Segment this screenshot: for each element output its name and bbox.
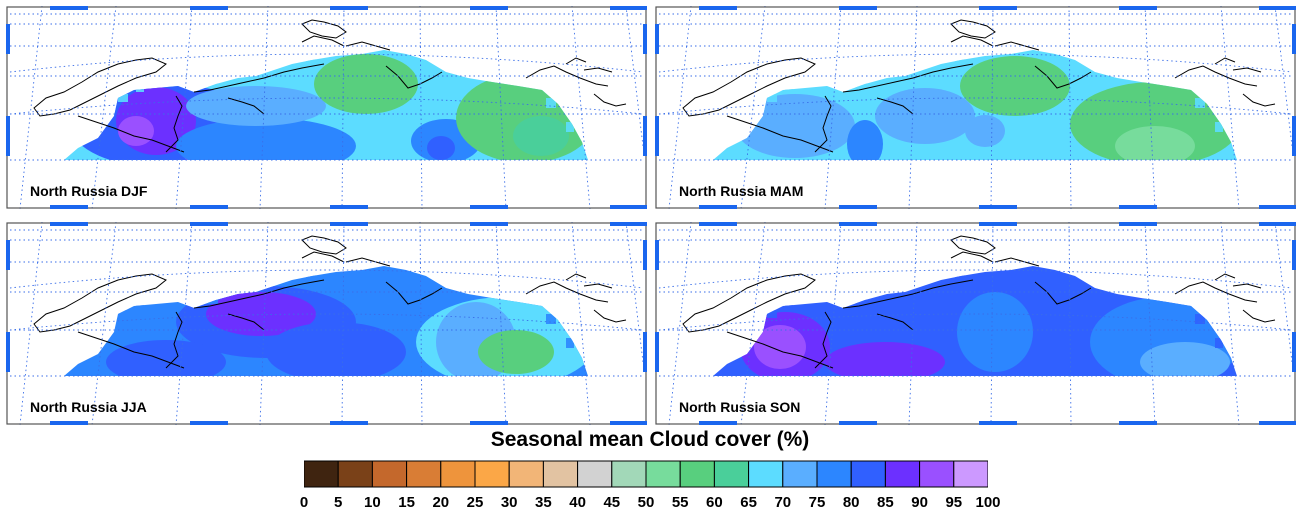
colorbar-swatch <box>474 460 510 488</box>
colorbar-swatch <box>953 460 988 488</box>
panel-north-russia-mam: North Russia MAM <box>655 6 1296 209</box>
colorbar <box>304 460 988 488</box>
colorbar-swatch <box>508 460 544 488</box>
coastline <box>682 19 1276 153</box>
colorbar-tick-label: 5 <box>334 494 343 511</box>
colorbar-tick-label: 25 <box>466 494 484 511</box>
colorbar-swatch <box>748 460 784 488</box>
colorbar-swatch <box>406 460 442 488</box>
colorbar-swatch <box>816 460 852 488</box>
colorbar-tick-label: 30 <box>500 494 518 511</box>
coastline <box>33 19 627 153</box>
frame-ticks <box>655 222 1296 425</box>
coastline <box>682 235 1276 369</box>
colorbar-tick-label: 65 <box>740 494 757 511</box>
colorbar-tick-label: 50 <box>637 494 655 511</box>
colorbar-tick-labels: 0 5 10 15 20 25 30 35 40 45 50 55 60 65 70 75 80 85 90 95 10… <box>0 494 1300 516</box>
colorbar-tick-label: 95 <box>945 494 963 511</box>
colorbar-tick-label: 100 <box>975 494 1001 511</box>
colorbar-swatch <box>679 460 715 488</box>
colorbar-tick-label: 20 <box>432 494 450 511</box>
colorbar-swatch <box>304 460 339 488</box>
colorbar-tick-label: 75 <box>808 494 826 511</box>
coastline <box>33 235 627 369</box>
colorbar-tick-label: 90 <box>911 494 928 511</box>
colorbar-swatch <box>884 460 921 488</box>
colorbar-tick-label: 35 <box>535 494 552 511</box>
colorbar-tick-label: 45 <box>603 494 621 511</box>
colorbar-swatch <box>337 460 373 488</box>
panel-label-djf: North Russia DJF <box>30 183 148 199</box>
colorbar-tick-label: 60 <box>706 494 723 511</box>
panel-label-son: North Russia SON <box>679 399 801 415</box>
panel-north-russia-djf: North Russia DJF <box>6 6 647 209</box>
panel-north-russia-jja: North Russia JJA <box>6 222 647 425</box>
frame-ticks <box>6 6 647 209</box>
colorbar-tick-label: 10 <box>364 494 381 511</box>
colorbar-tick-label: 85 <box>877 494 894 511</box>
map-mam <box>655 6 1296 209</box>
colorbar-swatch <box>440 460 476 488</box>
colorbar-tick-label: 80 <box>842 494 860 511</box>
frame-ticks <box>655 6 1296 209</box>
colorbar-swatch <box>542 460 579 488</box>
panel-label-jja: North Russia JJA <box>30 399 147 415</box>
map-jja <box>6 222 647 425</box>
colorbar-title: Seasonal mean Cloud cover (%) <box>490 428 810 451</box>
colorbar-swatch <box>850 460 886 488</box>
colorbar-swatch <box>919 460 955 488</box>
colorbar-tick-label: 15 <box>398 494 415 511</box>
colorbar-swatch <box>611 460 647 488</box>
colorbar-tick-label: 70 <box>774 494 792 511</box>
colorbar-swatch <box>713 460 750 488</box>
panel-label-mam: North Russia MAM <box>679 183 804 199</box>
panel-north-russia-son: North Russia SON <box>655 222 1296 425</box>
colorbar-swatch <box>782 460 818 488</box>
colorbar-tick-label: 55 <box>671 494 689 511</box>
map-son <box>655 222 1296 425</box>
frame-ticks <box>6 222 647 425</box>
colorbar-swatch <box>371 460 408 488</box>
colorbar-swatch <box>645 460 681 488</box>
map-djf <box>6 6 647 209</box>
colorbar-tick-label: 0 <box>299 494 309 511</box>
colorbar-tick-label: 40 <box>569 494 586 511</box>
colorbar-swatch <box>577 460 613 488</box>
